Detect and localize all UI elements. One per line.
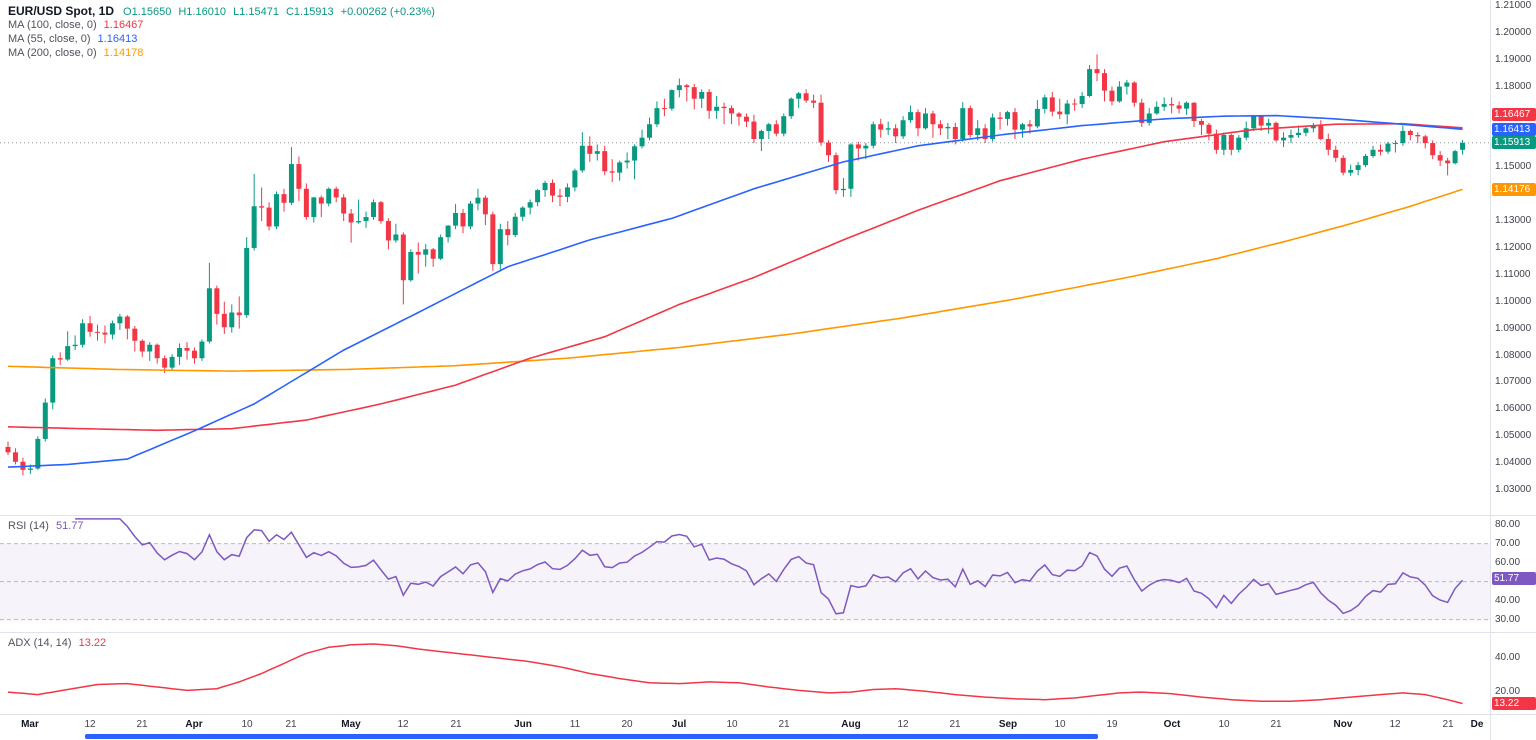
price-tick: 1.04000 (1495, 457, 1532, 469)
time-label-month: Nov (1333, 719, 1353, 730)
rsi-tick: 30.00 (1495, 613, 1521, 625)
time-label-day: 21 (1442, 719, 1454, 730)
time-label-day: 21 (136, 719, 148, 730)
ma100-line (7, 122, 1463, 432)
rsi-tick: 80.00 (1495, 518, 1521, 530)
price-tick: 1.11000 (1495, 268, 1531, 280)
time-label-day: 21 (949, 719, 961, 730)
adx-line (7, 643, 1463, 705)
time-label-day: 21 (778, 719, 790, 730)
rsi-tick: 60.00 (1495, 556, 1521, 568)
time-label-month: Jul (671, 719, 687, 730)
price-axis[interactable]: 1.03000 1.04000 1.05000 1.06000 1.07000 1.080… (1490, 0, 1536, 740)
rsi-line (75, 518, 1464, 615)
rsi-tick: 40.00 (1495, 594, 1521, 606)
price-tick: 1.09000 (1495, 322, 1532, 334)
time-label-month: Oct (1163, 719, 1181, 730)
pane-divider-main-rsi[interactable] (0, 515, 1536, 516)
price-tick: 1.12000 (1495, 241, 1532, 253)
time-label-day: 10 (241, 719, 253, 730)
time-label-day: 19 (1106, 719, 1118, 730)
time-label-day: 11 (569, 719, 581, 730)
bottom-blue-bar (85, 734, 1098, 739)
price-tick: 1.08000 (1495, 349, 1532, 361)
time-label-day: 21 (1270, 719, 1282, 730)
last-price-badge: 1.15913 (1492, 136, 1536, 150)
time-label-month: Sep (998, 719, 1018, 730)
price-tick: 1.15000 (1495, 161, 1532, 173)
time-label-day: 20 (621, 719, 633, 730)
price-tick: 1.19000 (1495, 53, 1532, 65)
time-label-day: 21 (450, 719, 462, 730)
ma55-line (7, 114, 1463, 468)
price-tick: 1.07000 (1495, 376, 1532, 388)
rsi-tick: 70.00 (1495, 537, 1521, 549)
time-label-day: 10 (1218, 719, 1230, 730)
candles-group (5, 54, 1466, 476)
price-tick: 1.10000 (1495, 295, 1532, 307)
price-tick: 1.18000 (1495, 80, 1532, 92)
ma55-price-badge: 1.16413 (1492, 122, 1536, 136)
price-tick: 1.05000 (1495, 430, 1532, 442)
adx-value-badge: 13.22 (1492, 697, 1536, 710)
price-tick: 1.13000 (1495, 215, 1532, 227)
time-label-month: Aug (841, 719, 861, 730)
time-label-month: Apr (185, 719, 203, 730)
time-axis-border (0, 714, 1536, 715)
adx-tick: 20.00 (1495, 686, 1521, 698)
time-label-day: 10 (726, 719, 738, 730)
adx-tick: 40.00 (1495, 652, 1521, 664)
time-label-day: 12 (897, 719, 909, 730)
rsi-band (0, 543, 1490, 621)
time-label-month: Jun (514, 719, 532, 730)
rsi-value-badge: 51.77 (1492, 571, 1536, 585)
price-tick: 1.06000 (1495, 403, 1532, 415)
time-label-month: May (341, 719, 361, 730)
time-label-day: 12 (397, 719, 409, 730)
time-label-day: 12 (1389, 719, 1401, 730)
ma100-price-badge: 1.16467 (1492, 108, 1536, 122)
pane-divider-rsi-adx[interactable] (0, 632, 1536, 633)
price-tick: 1.21000 (1495, 0, 1532, 11)
candlestick-chart[interactable] (0, 0, 1490, 740)
price-tick: 1.20000 (1495, 26, 1532, 38)
time-label-day: 21 (285, 719, 297, 730)
ma200-price-badge: 1.14176 (1492, 182, 1536, 196)
price-tick: 1.03000 (1495, 483, 1532, 495)
ma200-line (7, 188, 1463, 372)
time-label-day: 10 (1054, 719, 1066, 730)
time-label-month: Mar (21, 719, 39, 730)
time-label-day: 12 (84, 719, 96, 730)
time-label-month: De (1470, 719, 1484, 730)
